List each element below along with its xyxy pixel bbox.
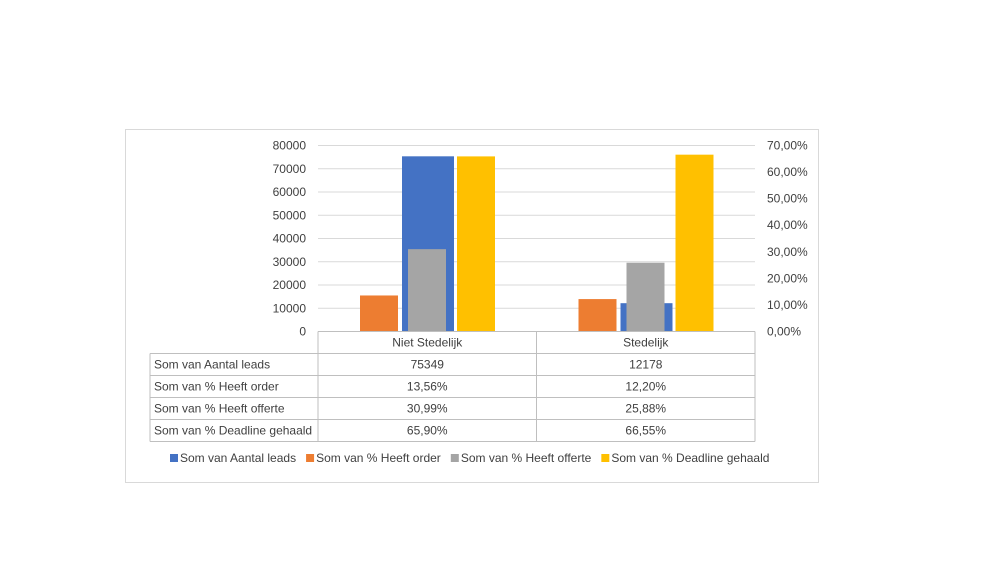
- bar-som-van-deadline-gehaald-stedelijk: [675, 154, 714, 332]
- table-row-label: Som van % Heeft order: [154, 380, 279, 394]
- table-cell: 13,56%: [407, 380, 448, 394]
- table-cell: 30,99%: [407, 402, 448, 416]
- right-axis-tick-label: 40,00%: [767, 218, 808, 232]
- left-axis-tick-label: 40000: [273, 232, 307, 246]
- table-cell: 65,90%: [407, 424, 448, 438]
- right-axis-tick-label: 30,00%: [767, 245, 808, 259]
- left-axis-tick-label: 80000: [273, 139, 307, 153]
- right-axis-tick-label: 10,00%: [767, 298, 808, 312]
- table-row-label: Som van % Deadline gehaald: [154, 424, 312, 438]
- legend-label-som-van-deadline-gehaald: Som van % Deadline gehaald: [611, 451, 769, 465]
- left-axis-tick-label: 50000: [273, 208, 307, 222]
- legend-swatch-som-van-aantal-leads: [170, 454, 178, 462]
- bar-som-van-heeft-order-stedelijk: [578, 299, 617, 332]
- bar-som-van-heeft-order-niet-stedelijk: [360, 295, 398, 332]
- table-cell: 12178: [629, 358, 663, 372]
- table-cell: 66,55%: [625, 424, 666, 438]
- left-axis-tick-label: 60000: [273, 185, 307, 199]
- legend-swatch-som-van-heeft-offerte: [450, 454, 459, 462]
- legend-swatch-som-van-heeft-order: [306, 454, 315, 462]
- left-axis-tick-label: 30000: [273, 255, 307, 269]
- left-axis-tick-label: 70000: [273, 162, 307, 176]
- table-cell: 12,20%: [625, 380, 666, 394]
- left-axis-tick-label: 10000: [273, 301, 307, 315]
- legend-swatch-som-van-deadline-gehaald: [601, 454, 610, 462]
- right-axis-tick-label: 60,00%: [767, 165, 808, 179]
- bar-som-van-deadline-gehaald-niet-stedelijk: [457, 156, 495, 332]
- legend: Som van Aantal leads Som van % Heeft orde…: [170, 451, 769, 465]
- legend-label-som-van-heeft-offerte: Som van % Heeft offerte: [461, 451, 592, 465]
- data-table: Niet Stedelijk Stedelijk Som van Aantal le…: [149, 331, 756, 442]
- axes: 0 10000 20000 30000 40000 50000 60000 70000 8000…: [273, 139, 808, 339]
- table-header-niet-stedelijk: Niet Stedelijk: [392, 336, 463, 350]
- left-axis-tick-label: 0: [299, 325, 306, 339]
- right-axis-tick-label: 0,00%: [767, 325, 801, 339]
- bars: [360, 154, 714, 332]
- legend-label-som-van-aantal-leads: Som van Aantal leads: [180, 451, 296, 465]
- right-axis-tick-label: 70,00%: [767, 139, 808, 153]
- table-header-stedelijk: Stedelijk: [623, 336, 669, 350]
- table-row-label: Som van % Heeft offerte: [154, 402, 285, 416]
- right-axis-tick-label: 50,00%: [767, 192, 808, 206]
- bar-som-van-heeft-offerte-niet-stedelijk: [408, 249, 446, 332]
- legend-label-som-van-heeft-order: Som van % Heeft order: [316, 451, 441, 465]
- table-row-label: Som van Aantal leads: [154, 358, 270, 372]
- table-cell: 25,88%: [625, 402, 666, 416]
- right-axis-tick-label: 20,00%: [767, 271, 808, 285]
- left-axis-tick-label: 20000: [273, 278, 307, 292]
- table-cell: 75349: [411, 358, 445, 372]
- bar-som-van-heeft-offerte-stedelijk: [626, 262, 665, 332]
